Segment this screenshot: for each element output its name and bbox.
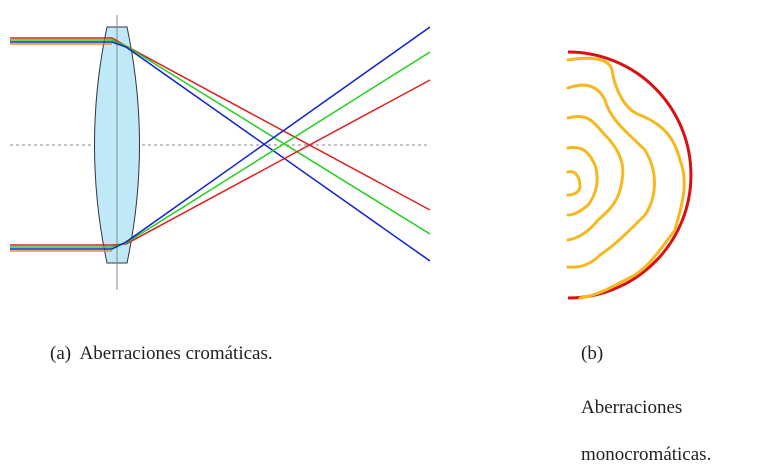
- lens-diagram: [10, 15, 430, 290]
- page: (a) Aberraciones cromáticas. (b) Aberrac…: [0, 0, 760, 470]
- caption-text: monocromáticas.: [581, 444, 711, 466]
- caption-text: Aberraciones: [581, 397, 682, 419]
- caption-text: Aberraciones cromáticas.: [80, 343, 273, 364]
- caption-label: (b): [581, 343, 603, 365]
- figure-drawings: [0, 0, 760, 320]
- wavefront-diagram: [568, 52, 691, 298]
- caption-label: (a): [50, 343, 71, 364]
- caption-a: (a) Aberraciones cromáticas.: [50, 343, 273, 365]
